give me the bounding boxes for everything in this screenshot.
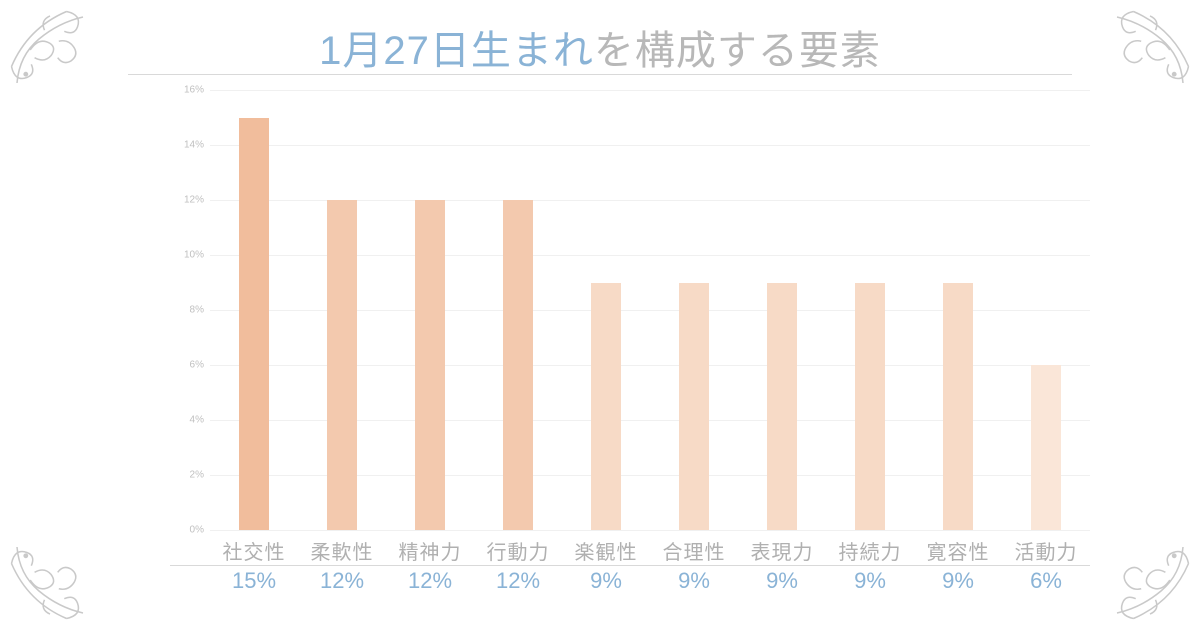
value-label: 9% — [562, 568, 650, 594]
bar — [327, 200, 357, 530]
y-tick-label: 6% — [170, 360, 204, 371]
value-label: 12% — [474, 568, 562, 594]
y-tick-label: 16% — [170, 85, 204, 96]
corner-flourish-icon — [1084, 6, 1194, 116]
bar-column: 行動力12% — [474, 90, 562, 530]
grid-line — [210, 530, 1090, 531]
category-label: 行動力 — [474, 536, 562, 565]
bar — [1031, 365, 1061, 530]
category-label: 柔軟性 — [298, 536, 386, 565]
value-label: 12% — [386, 568, 474, 594]
value-row-underline — [170, 565, 1090, 566]
bar-column: 寛容性9% — [914, 90, 1002, 530]
value-label: 12% — [298, 568, 386, 594]
bar-columns: 社交性15%柔軟性12%精神力12%行動力12%楽観性9%合理性9%表現力9%持… — [210, 90, 1090, 530]
y-tick-label: 8% — [170, 305, 204, 316]
value-label: 9% — [914, 568, 1002, 594]
corner-flourish-icon — [6, 6, 116, 116]
title-accent: 1月27日生まれ — [319, 29, 594, 73]
bar — [943, 283, 973, 531]
bar — [415, 200, 445, 530]
bar — [591, 283, 621, 531]
bar — [679, 283, 709, 531]
y-tick-label: 10% — [170, 250, 204, 261]
corner-flourish-icon — [1084, 514, 1194, 624]
value-label: 15% — [210, 568, 298, 594]
bar — [855, 283, 885, 531]
bar-column: 持続力9% — [826, 90, 914, 530]
bar — [767, 283, 797, 531]
category-label: 持続力 — [826, 536, 914, 565]
y-tick-label: 14% — [170, 140, 204, 151]
category-label: 表現力 — [738, 536, 826, 565]
bar-column: 活動力6% — [1002, 90, 1090, 530]
title-rest: を構成する要素 — [594, 29, 881, 73]
value-label: 9% — [650, 568, 738, 594]
elements-bar-chart: 0%2%4%6%8%10%12%14%16%社交性15%柔軟性12%精神力12%… — [170, 90, 1090, 530]
category-label: 合理性 — [650, 536, 738, 565]
page-title: 1月27日生まれを構成する要素 — [0, 18, 1200, 76]
bar-column: 合理性9% — [650, 90, 738, 530]
category-label: 活動力 — [1002, 536, 1090, 565]
category-label: 楽観性 — [562, 536, 650, 565]
bar — [503, 200, 533, 530]
category-label: 精神力 — [386, 536, 474, 565]
y-tick-label: 2% — [170, 470, 204, 481]
value-label: 9% — [738, 568, 826, 594]
category-label: 寛容性 — [914, 536, 1002, 565]
bar-column: 社交性15% — [210, 90, 298, 530]
bar-column: 精神力12% — [386, 90, 474, 530]
y-tick-label: 4% — [170, 415, 204, 426]
plot-area: 0%2%4%6%8%10%12%14%16%社交性15%柔軟性12%精神力12%… — [210, 90, 1090, 530]
category-label: 社交性 — [210, 536, 298, 565]
bar — [239, 118, 269, 531]
y-tick-label: 0% — [170, 525, 204, 536]
y-tick-label: 12% — [170, 195, 204, 206]
bar-column: 表現力9% — [738, 90, 826, 530]
corner-flourish-icon — [6, 514, 116, 624]
bar-column: 柔軟性12% — [298, 90, 386, 530]
value-label: 9% — [826, 568, 914, 594]
value-label: 6% — [1002, 568, 1090, 594]
title-underline — [128, 74, 1072, 75]
bar-column: 楽観性9% — [562, 90, 650, 530]
